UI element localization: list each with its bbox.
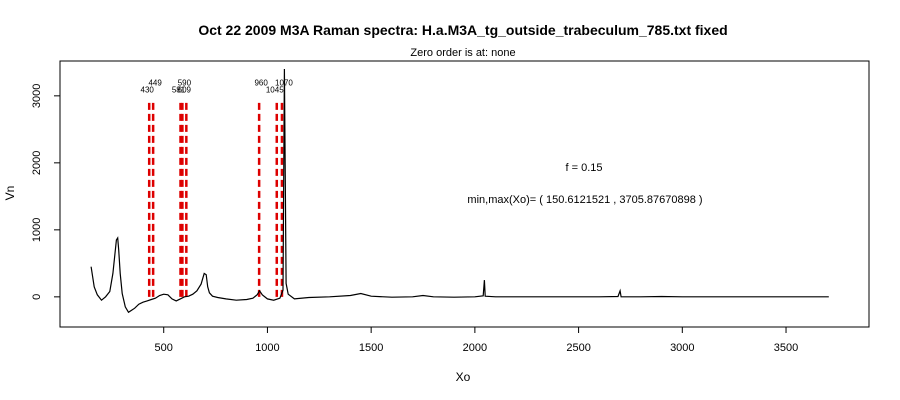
- peak-marker-label: 581: [172, 86, 186, 95]
- peak-marker-label: 430: [141, 86, 155, 95]
- f-annotation: f = 0.15: [565, 162, 602, 174]
- y-tick-label: 1000: [31, 218, 43, 242]
- minmax-annotation: min,max(Xo)= ( 150.6121521 , 3705.876708…: [467, 194, 702, 206]
- y-axis-title: Vn: [3, 186, 17, 201]
- y-tick-label: 0: [31, 294, 43, 300]
- x-axis: 500 1000 1500 2000 2500 3000 3500: [155, 326, 798, 354]
- chart-title: Oct 22 2009 M3A Raman spectra: H.a.M3A_t…: [198, 22, 727, 38]
- spectrum-line: [90, 68, 829, 314]
- x-tick-label: 1000: [255, 342, 279, 354]
- x-tick-label: 3500: [774, 342, 798, 354]
- peak-marker-label: 960: [254, 79, 268, 88]
- y-tick-label: 3000: [31, 84, 43, 108]
- x-tick-label: 3000: [670, 342, 694, 354]
- series-group: [90, 68, 829, 314]
- peak-marker-label: 449: [148, 79, 162, 88]
- peak-markers: [147, 102, 284, 297]
- y-tick-label: 2000: [31, 151, 43, 175]
- x-tick-label: 2000: [463, 342, 487, 354]
- x-tick-label: 500: [155, 342, 173, 354]
- peak-marker-label: 1045: [266, 86, 284, 95]
- peak-marker-label: 609: [178, 86, 192, 95]
- chart-subtitle: Zero order is at: none: [410, 47, 515, 59]
- y-axis: 0 1000 2000 3000: [31, 84, 61, 300]
- x-tick-label: 1500: [359, 342, 383, 354]
- x-axis-title: Xo: [456, 370, 471, 384]
- x-tick-label: 2500: [566, 342, 590, 354]
- peak-marker-label: 590: [178, 79, 192, 88]
